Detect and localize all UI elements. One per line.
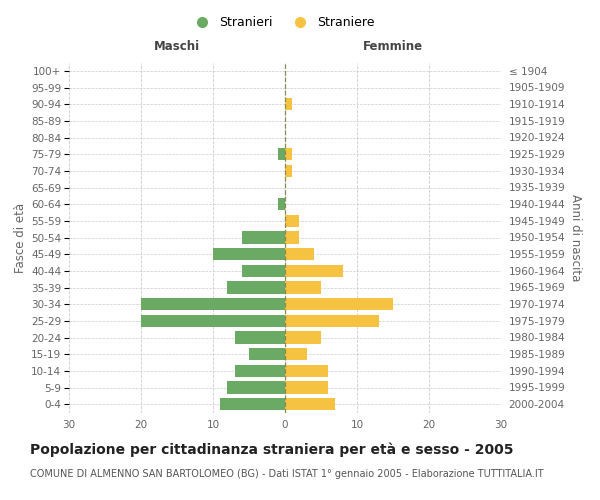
- Bar: [285, 381, 328, 394]
- Bar: [141, 314, 285, 327]
- Legend: Stranieri, Straniere: Stranieri, Straniere: [184, 11, 380, 34]
- Text: COMUNE DI ALMENNO SAN BARTOLOMEO (BG) - Dati ISTAT 1° gennaio 2005 - Elaborazion: COMUNE DI ALMENNO SAN BARTOLOMEO (BG) - …: [30, 469, 544, 479]
- Y-axis label: Anni di nascita: Anni di nascita: [569, 194, 582, 281]
- Bar: [285, 248, 314, 260]
- Bar: [285, 164, 292, 177]
- Bar: [285, 331, 321, 344]
- Bar: [285, 281, 321, 293]
- Bar: [285, 264, 343, 277]
- Bar: [242, 231, 285, 244]
- Bar: [227, 281, 285, 293]
- Bar: [278, 198, 285, 210]
- Bar: [285, 214, 299, 227]
- Bar: [285, 298, 393, 310]
- Bar: [285, 148, 292, 160]
- Text: Maschi: Maschi: [154, 40, 200, 52]
- Y-axis label: Fasce di età: Fasce di età: [14, 202, 27, 272]
- Text: Femmine: Femmine: [363, 40, 423, 52]
- Bar: [141, 298, 285, 310]
- Bar: [285, 314, 379, 327]
- Bar: [213, 248, 285, 260]
- Bar: [285, 364, 328, 377]
- Bar: [242, 264, 285, 277]
- Bar: [285, 398, 335, 410]
- Bar: [235, 331, 285, 344]
- Bar: [227, 381, 285, 394]
- Text: Popolazione per cittadinanza straniera per età e sesso - 2005: Popolazione per cittadinanza straniera p…: [30, 442, 514, 457]
- Bar: [285, 98, 292, 110]
- Bar: [278, 148, 285, 160]
- Bar: [285, 231, 299, 244]
- Bar: [220, 398, 285, 410]
- Bar: [249, 348, 285, 360]
- Bar: [285, 348, 307, 360]
- Bar: [235, 364, 285, 377]
